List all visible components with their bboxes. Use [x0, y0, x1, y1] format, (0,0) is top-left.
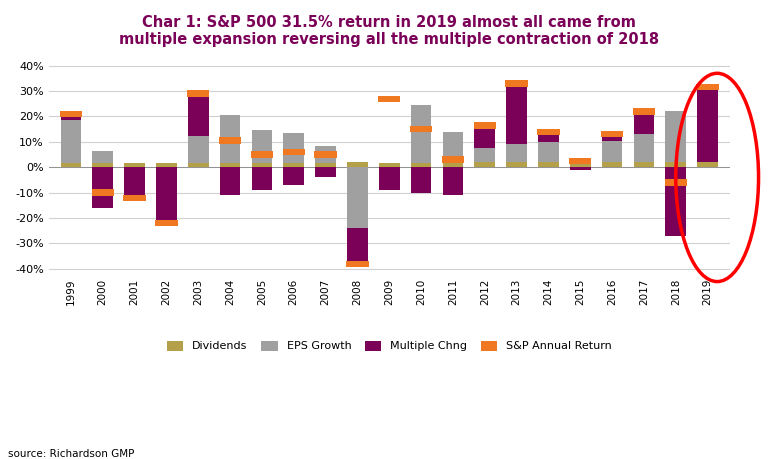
Bar	[219, 137, 241, 144]
Bar	[442, 157, 464, 163]
Bar	[347, 167, 368, 228]
Bar	[665, 179, 687, 186]
Bar	[410, 126, 432, 132]
Bar	[665, 167, 686, 236]
Bar	[251, 151, 273, 158]
Bar	[283, 149, 305, 155]
Bar	[315, 163, 336, 167]
Bar	[252, 130, 273, 163]
Bar	[538, 162, 559, 167]
Title: Char 1: S&P 500 31.5% return in 2019 almost all came from
multiple expansion rev: Char 1: S&P 500 31.5% return in 2019 alm…	[119, 15, 659, 47]
Bar	[602, 134, 622, 140]
Bar	[505, 80, 527, 87]
Bar	[696, 84, 718, 90]
Bar	[60, 111, 82, 117]
Bar	[219, 163, 240, 167]
Bar	[283, 133, 304, 163]
Bar	[92, 167, 113, 208]
Bar	[634, 134, 654, 162]
Bar	[570, 162, 591, 167]
Bar	[474, 125, 495, 148]
Bar	[474, 122, 496, 129]
Bar	[698, 89, 718, 162]
Bar	[315, 167, 336, 178]
Bar	[124, 163, 145, 167]
Bar	[538, 142, 559, 162]
Bar	[506, 84, 527, 145]
Bar	[665, 162, 686, 167]
Bar	[602, 140, 622, 162]
Bar	[601, 131, 623, 137]
Bar	[219, 115, 240, 163]
Bar	[187, 90, 209, 97]
Bar	[283, 163, 304, 167]
Bar	[188, 92, 209, 135]
Bar	[188, 135, 209, 163]
Bar	[665, 112, 686, 162]
Bar	[61, 112, 82, 120]
Bar	[252, 163, 273, 167]
Bar	[156, 167, 177, 226]
Bar	[506, 145, 527, 162]
Bar	[410, 105, 431, 163]
Bar	[698, 162, 718, 167]
Bar	[474, 148, 495, 162]
Bar	[379, 163, 400, 167]
Bar	[569, 158, 591, 164]
Bar	[92, 163, 113, 167]
Bar	[474, 162, 495, 167]
Bar	[443, 167, 464, 195]
Bar	[92, 151, 113, 163]
Bar	[188, 163, 209, 167]
Bar	[156, 163, 177, 167]
Bar	[315, 146, 336, 163]
Bar	[443, 163, 464, 167]
Bar	[314, 151, 336, 158]
Bar	[347, 162, 368, 167]
Bar	[633, 108, 655, 115]
Bar	[570, 167, 591, 170]
Bar	[156, 220, 178, 226]
Bar	[124, 167, 145, 200]
Bar	[283, 167, 304, 185]
Legend: Dividends, EPS Growth, Multiple Chng, S&P Annual Return: Dividends, EPS Growth, Multiple Chng, S&…	[167, 341, 612, 352]
Bar	[506, 162, 527, 167]
Bar	[410, 167, 431, 193]
Bar	[346, 261, 369, 267]
Bar	[92, 190, 114, 196]
Bar	[443, 132, 464, 163]
Bar	[634, 162, 654, 167]
Text: source: Richardson GMP: source: Richardson GMP	[8, 449, 134, 459]
Bar	[378, 95, 400, 102]
Bar	[602, 162, 622, 167]
Bar	[634, 112, 654, 134]
Bar	[61, 163, 82, 167]
Bar	[347, 228, 368, 266]
Bar	[123, 195, 146, 201]
Bar	[538, 132, 559, 142]
Bar	[252, 167, 273, 190]
Bar	[537, 129, 560, 135]
Bar	[219, 167, 240, 195]
Bar	[570, 160, 591, 162]
Bar	[61, 120, 82, 163]
Bar	[410, 163, 431, 167]
Bar	[379, 167, 400, 190]
